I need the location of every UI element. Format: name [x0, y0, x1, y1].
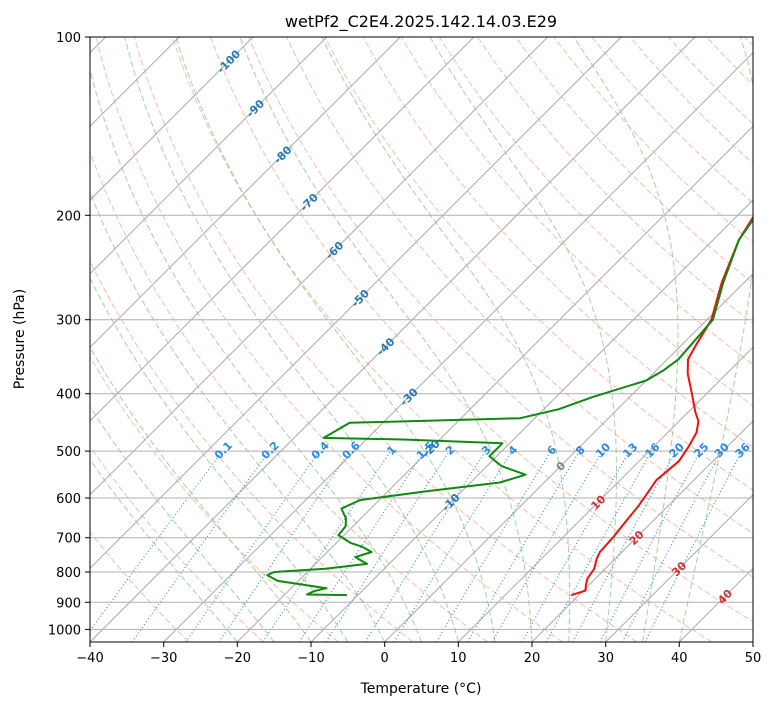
x-axis-label: Temperature (°C): [360, 681, 482, 697]
profile-lines: [266, 215, 753, 597]
mixing-ratio-line: [545, 450, 653, 642]
moist-adiabat-line: [90, 458, 238, 642]
x-tick-label: 0: [381, 651, 389, 666]
moist-adiabat-line: [90, 405, 275, 642]
temperature-line: [571, 215, 753, 597]
mixing-ratio-line: [218, 450, 351, 642]
mixing-ratio-line: [621, 450, 722, 642]
x-tick-label: 40: [671, 651, 688, 666]
moist-adiabat-line: [90, 277, 349, 642]
x-tick-label: −10: [297, 651, 324, 666]
mixing-ratio-line: [393, 450, 513, 642]
y-tick-label: 900: [56, 596, 81, 611]
mixing-ratio-line: [262, 450, 392, 642]
x-axis-ticks: −40 −30 −20 −10 0 10 20 30 40 50: [76, 642, 761, 666]
dry-adiabat-line: [90, 150, 488, 642]
dry-adiabat-line: [248, 37, 753, 578]
x-tick-label: 30: [597, 651, 614, 666]
mixing-ratio-line: [599, 450, 702, 642]
y-tick-label: 400: [56, 388, 81, 403]
isotherm-line: [90, 37, 254, 201]
moist-adiabat-line: [175, 37, 496, 642]
mixing-ratio-line: [325, 450, 450, 642]
isotherm-line: [457, 346, 753, 642]
mixing-ratio-line: [435, 450, 552, 642]
moist-adiabat-line: [124, 37, 459, 642]
moist-adiabat-line: [429, 37, 617, 642]
mixing-ratio-line: [644, 450, 743, 642]
isotherm-line: [90, 37, 696, 642]
mixing-ratio-line: [298, 450, 425, 642]
plot-frame: [89, 36, 754, 643]
y-axis-label: Pressure (hPa): [12, 289, 28, 389]
dry-adiabat-line: [515, 37, 753, 284]
isotherm-line: [163, 51, 753, 642]
moist-adiabat-line: [239, 37, 533, 642]
isotherm-line: [90, 37, 622, 570]
isotherm-line: [236, 125, 753, 642]
chart-title: wetPf2_C2E4.2025.142.14.03.E29: [285, 12, 557, 32]
isotherm-line: [605, 493, 753, 642]
mixing-ratio-line: [185, 450, 320, 642]
isotherm-line: [531, 420, 753, 642]
y-tick-label: 500: [56, 445, 81, 460]
moist-adiabat-line: [573, 37, 679, 642]
isotherm-line: [90, 37, 549, 496]
x-tick-label: −30: [150, 651, 177, 666]
x-tick-label: 10: [450, 651, 467, 666]
dry-adiabat-line: [400, 37, 753, 407]
dry-adiabat-line: [90, 356, 339, 642]
isotherm-line: [90, 37, 401, 349]
y-tick-label: 1000: [48, 623, 81, 638]
moist-adiabat-line: [678, 37, 753, 642]
y-tick-label: 600: [56, 492, 81, 507]
moist-adiabat-line: [90, 190, 386, 642]
moist-adiabat-line: [90, 67, 422, 642]
y-tick-label: 300: [56, 314, 81, 329]
y-tick-label: 700: [56, 532, 81, 547]
x-tick-label: −20: [224, 651, 251, 666]
y-tick-label: 100: [56, 31, 81, 46]
pressure-gridlines: [90, 37, 753, 630]
dry-adiabat-line: [438, 37, 753, 366]
dry-adiabat-line: [95, 37, 563, 642]
y-axis-ticks: 100 200 300 400 500 600 700 800 900 1000: [48, 31, 90, 638]
x-tick-label: −40: [76, 651, 103, 666]
isotherm-line: [90, 37, 328, 275]
mixing-ratio-line: [131, 450, 270, 642]
x-tick-label: 50: [745, 651, 762, 666]
moist-adiabat-line: [321, 37, 571, 642]
background-lines: [90, 37, 753, 642]
y-tick-label: 800: [56, 566, 81, 581]
dry-adiabat-line: [210, 37, 753, 623]
y-tick-label: 200: [56, 209, 81, 224]
x-tick-label: 20: [524, 651, 541, 666]
moist-adiabat-line: [90, 346, 312, 642]
mixing-ratio-line: [364, 450, 486, 642]
dry-adiabat-line: [90, 445, 264, 642]
isotherm-line: [384, 272, 753, 642]
isotherm-line: [310, 199, 753, 642]
dry-adiabat-line: [133, 37, 638, 642]
isotherm-line: [90, 37, 475, 422]
dry-adiabat-line: [90, 531, 190, 642]
mixing-ratio-line: [572, 450, 677, 642]
dewpoint-line: [266, 218, 753, 597]
